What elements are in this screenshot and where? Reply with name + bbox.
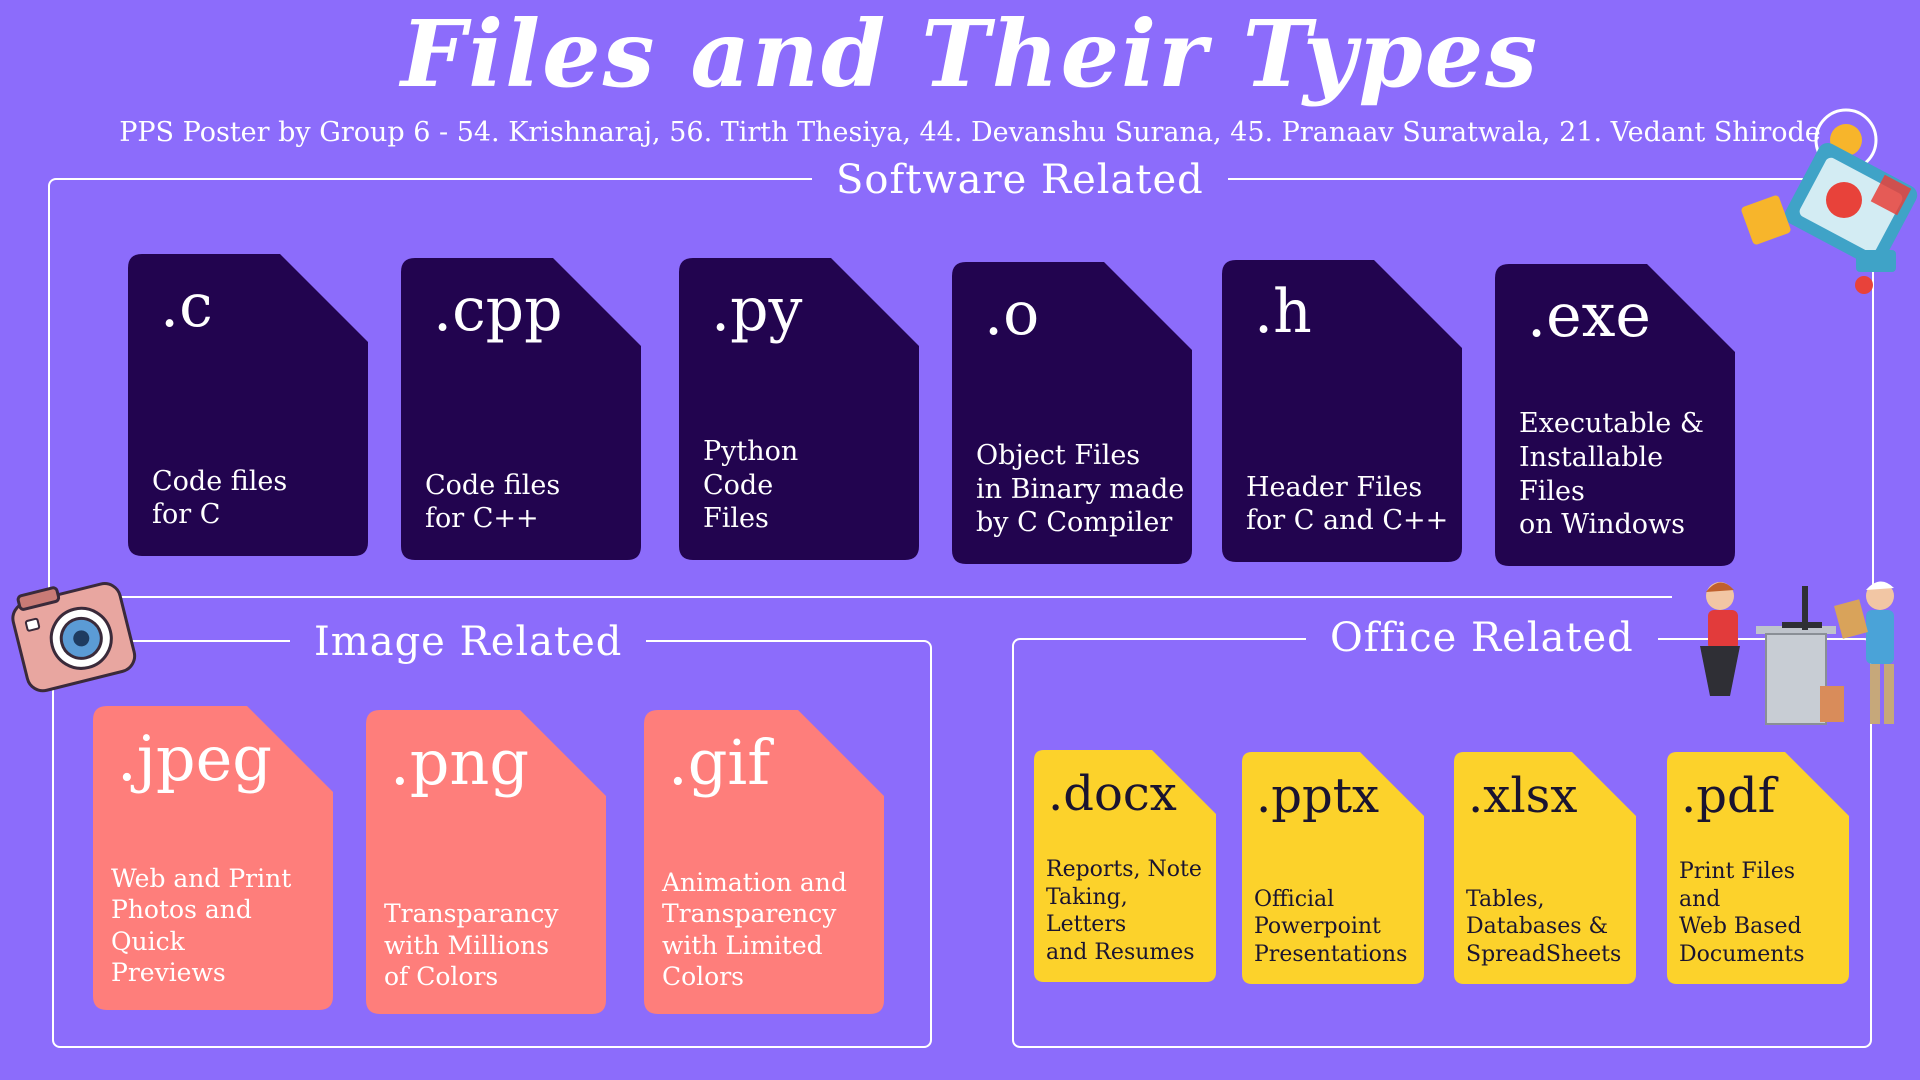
- file-description: Executable & Installable Files on Window…: [1519, 408, 1704, 541]
- office-workers-illustration-icon: [1700, 581, 1894, 725]
- file-description: Python Code Files: [703, 435, 799, 535]
- card-shape: [93, 706, 333, 1010]
- office-section-label: Office Related: [1306, 614, 1658, 662]
- file-extension: .c: [160, 271, 213, 341]
- software-section-label: Software Related: [812, 156, 1228, 204]
- software-file-card: .o Object Files in Binary made by C Compi…: [952, 262, 1192, 564]
- card-shape: [366, 710, 606, 1014]
- card-shape: [1454, 752, 1636, 984]
- file-extension: .pptx: [1256, 768, 1380, 824]
- image-file-card: .gif Animation and Transparency with Limi…: [644, 710, 884, 1014]
- software-file-card: .c Code files for C: [128, 254, 368, 556]
- file-extension: .pdf: [1681, 768, 1776, 824]
- camera-icon: [11, 582, 137, 693]
- software-file-card: .py Python Code Files: [679, 258, 919, 560]
- card-shape: [1242, 752, 1424, 984]
- office-file-card: .pptx Official Powerpoint Presentations: [1242, 752, 1424, 984]
- file-description: Transparancy with Millions of Colors: [384, 899, 559, 991]
- file-extension: .jpeg: [117, 722, 272, 795]
- file-extension: .docx: [1048, 766, 1177, 822]
- image-file-card: .png Transparancy with Millions of Colors: [366, 710, 606, 1014]
- software-file-card: .h Header Files for C and C++: [1222, 260, 1462, 562]
- software-file-card: .cpp Code files for C++: [401, 258, 641, 560]
- card-shape: [1222, 260, 1462, 562]
- card-shape: [1034, 750, 1216, 982]
- file-extension: .py: [711, 275, 803, 345]
- design-tools-illustration-icon: [1741, 108, 1918, 294]
- office-file-card: .docx Reports, Note Taking, Letters and R…: [1034, 750, 1216, 982]
- file-description: Code files for C: [152, 465, 288, 531]
- card-shape: [1667, 752, 1849, 984]
- software-file-card: .exe Executable & Installable Files on Wi…: [1495, 264, 1735, 566]
- office-file-card: .xlsx Tables, Databases & SpreadSheets: [1454, 752, 1636, 984]
- file-description: Header Files for C and C++: [1246, 471, 1449, 537]
- file-description: Code files for C++: [425, 469, 561, 535]
- file-extension: .o: [984, 279, 1040, 349]
- file-description: Animation and Transparency with Limited …: [662, 868, 847, 991]
- software-section-divider: [120, 596, 1672, 598]
- file-description: Tables, Databases & SpreadSheets: [1466, 886, 1622, 967]
- image-file-card: .jpeg Web and Print Photos and Quick Prev…: [93, 706, 333, 1010]
- file-extension: .h: [1254, 277, 1312, 347]
- file-extension: .exe: [1527, 281, 1651, 351]
- card-shape: [679, 258, 919, 560]
- file-extension: .gif: [668, 726, 771, 799]
- card-shape: [128, 254, 368, 556]
- file-extension: .png: [390, 726, 530, 799]
- file-description: Print Files and Web Based Documents: [1679, 859, 1805, 967]
- poster-subtitle: PPS Poster by Group 6 - 54. Krishnaraj, …: [119, 117, 1821, 148]
- file-extension: .cpp: [433, 275, 563, 345]
- file-description: Official Powerpoint Presentations: [1254, 886, 1408, 967]
- office-file-card: .pdf Print Files and Web Based Documents: [1667, 752, 1849, 984]
- card-shape: [644, 710, 884, 1014]
- file-extension: .xlsx: [1468, 768, 1578, 824]
- card-shape: [952, 262, 1192, 564]
- image-section-label: Image Related: [290, 618, 647, 666]
- card-shape: [1495, 264, 1735, 566]
- card-shape: [401, 258, 641, 560]
- poster-title: Files and Their Types: [400, 0, 1540, 108]
- file-description: Reports, Note Taking, Letters and Resume…: [1046, 857, 1202, 965]
- file-description: Object Files in Binary made by C Compile…: [976, 439, 1185, 539]
- file-description: Web and Print Photos and Quick Previews: [111, 864, 292, 987]
